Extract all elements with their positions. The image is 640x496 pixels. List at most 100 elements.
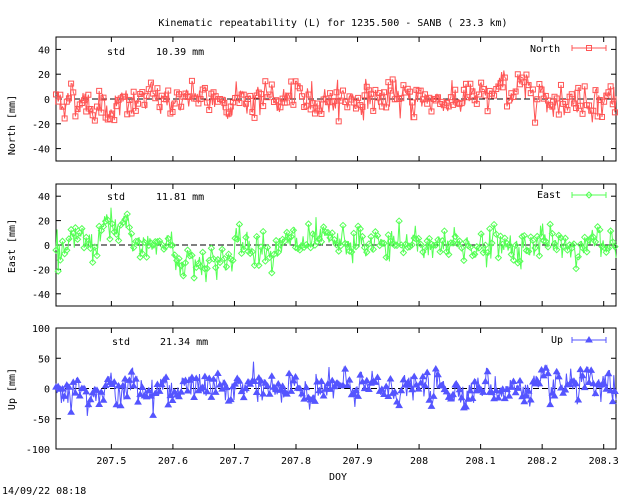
data-point bbox=[56, 256, 65, 264]
data-point bbox=[113, 103, 120, 110]
data-point bbox=[516, 376, 524, 384]
y-tick-label: -40 bbox=[32, 145, 50, 156]
data-point bbox=[570, 240, 578, 248]
data-point bbox=[197, 96, 204, 103]
data-point bbox=[580, 383, 589, 391]
data-point bbox=[432, 241, 440, 249]
data-point bbox=[138, 383, 147, 390]
data-point bbox=[220, 255, 229, 263]
data-point bbox=[318, 110, 325, 117]
data-point bbox=[544, 243, 552, 251]
data-point bbox=[477, 230, 485, 238]
data-point bbox=[130, 88, 137, 95]
data-point bbox=[101, 381, 110, 389]
data-point bbox=[252, 232, 261, 241]
data-point bbox=[268, 81, 275, 88]
data-point bbox=[581, 233, 589, 242]
data-point bbox=[458, 100, 465, 107]
data-point bbox=[170, 251, 179, 259]
data-point bbox=[91, 117, 98, 124]
data-point bbox=[482, 92, 489, 99]
data-point bbox=[302, 383, 311, 391]
data-point bbox=[480, 86, 487, 93]
data-point bbox=[104, 216, 112, 224]
data-point bbox=[319, 392, 328, 399]
data-point bbox=[352, 242, 360, 251]
data-point bbox=[498, 385, 507, 392]
data-point bbox=[218, 245, 226, 254]
data-point bbox=[589, 379, 598, 387]
data-point bbox=[291, 373, 300, 380]
data-point bbox=[259, 227, 267, 236]
data-point bbox=[53, 91, 59, 98]
data-point bbox=[231, 234, 239, 242]
data-point bbox=[585, 236, 593, 244]
data-point bbox=[575, 84, 582, 91]
data-point bbox=[147, 79, 154, 86]
data-point bbox=[188, 373, 196, 381]
north-series-line bbox=[55, 70, 617, 123]
data-point bbox=[514, 259, 522, 267]
data-point bbox=[263, 382, 272, 389]
data-point bbox=[132, 107, 139, 114]
data-point bbox=[188, 251, 196, 260]
data-point bbox=[553, 95, 560, 102]
data-point bbox=[397, 386, 406, 394]
data-point bbox=[158, 240, 166, 249]
data-point bbox=[531, 244, 539, 252]
data-point bbox=[475, 244, 483, 252]
data-point bbox=[541, 364, 550, 371]
data-point bbox=[483, 367, 492, 375]
data-point bbox=[213, 369, 222, 376]
data-point bbox=[75, 392, 84, 399]
data-point bbox=[381, 89, 388, 96]
east-series-line bbox=[55, 207, 617, 283]
data-point bbox=[94, 103, 101, 110]
data-point bbox=[466, 386, 475, 394]
data-point bbox=[406, 88, 413, 95]
data-point bbox=[272, 385, 280, 393]
data-point bbox=[414, 385, 423, 392]
data-point bbox=[373, 373, 382, 380]
data-point bbox=[350, 99, 357, 106]
data-point bbox=[455, 385, 464, 393]
data-point bbox=[57, 91, 64, 98]
data-point bbox=[235, 377, 244, 384]
data-point bbox=[600, 379, 609, 387]
data-point bbox=[536, 81, 543, 88]
data-point bbox=[462, 402, 470, 410]
data-point bbox=[350, 229, 358, 238]
data-point bbox=[518, 232, 526, 241]
data-point bbox=[136, 390, 145, 397]
y-tick-label: 50 bbox=[38, 354, 50, 365]
data-point bbox=[380, 239, 388, 247]
up-panel: Up [mm] std 21.34 mm Up -100 -50 0 50 100 207… bbox=[7, 324, 619, 467]
data-point bbox=[145, 86, 152, 93]
data-point bbox=[177, 262, 185, 270]
data-point bbox=[246, 249, 254, 258]
data-point bbox=[183, 387, 192, 394]
data-point bbox=[365, 240, 373, 248]
data-point bbox=[289, 376, 298, 384]
data-point bbox=[526, 396, 535, 403]
data-point bbox=[411, 114, 418, 121]
data-point bbox=[123, 210, 131, 218]
data-point bbox=[91, 243, 99, 251]
data-point bbox=[168, 241, 177, 250]
data-point bbox=[205, 374, 214, 381]
data-point bbox=[362, 376, 371, 384]
data-point bbox=[463, 80, 470, 87]
data-point bbox=[63, 246, 71, 254]
data-point bbox=[224, 250, 233, 258]
data-point bbox=[267, 372, 276, 379]
data-point bbox=[591, 389, 600, 397]
data-point bbox=[295, 384, 304, 392]
data-point bbox=[507, 383, 516, 390]
data-point bbox=[265, 253, 274, 262]
data-point bbox=[468, 394, 477, 402]
data-point bbox=[175, 392, 183, 400]
data-point bbox=[121, 375, 129, 382]
data-point bbox=[611, 109, 618, 116]
data-point bbox=[139, 89, 146, 96]
data-point bbox=[328, 376, 337, 384]
